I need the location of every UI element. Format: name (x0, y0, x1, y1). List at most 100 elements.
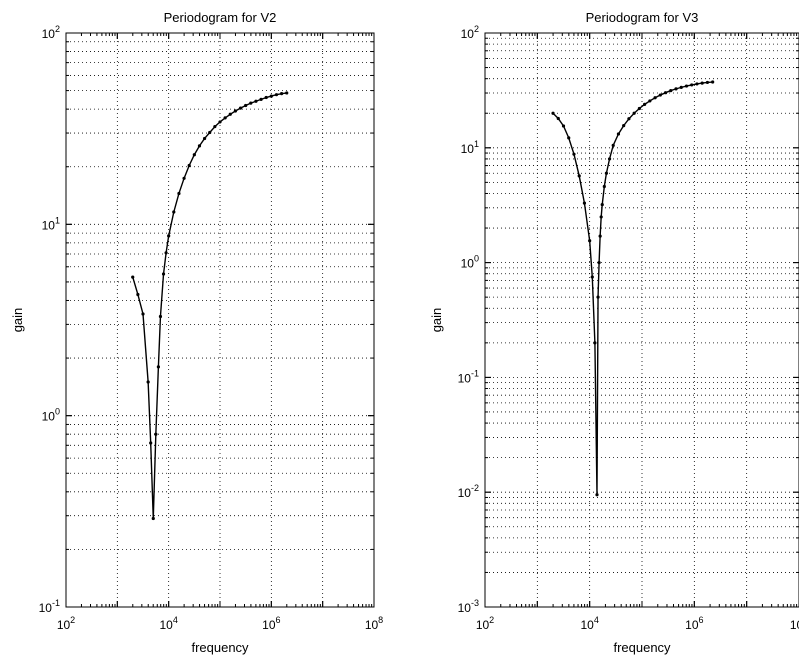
y-tick-label-exp: 0 (474, 254, 479, 264)
data-point (167, 234, 171, 238)
data-point (187, 163, 191, 168)
data-series (551, 80, 715, 497)
x-tick-label-base: 10 (580, 618, 594, 632)
y-tick-label-base: 10 (42, 218, 56, 232)
data-point (551, 111, 555, 115)
data-point (223, 116, 227, 120)
series-line (552, 81, 713, 495)
data-point (146, 380, 150, 384)
data-point (141, 312, 145, 316)
y-tick-label: 100 (42, 407, 60, 424)
x-tick-label-base: 10 (476, 618, 490, 632)
x-tick-label-exp: 2 (70, 615, 75, 625)
x-tick-label-base: 10 (159, 618, 173, 632)
data-point (627, 117, 631, 121)
data-point (269, 94, 273, 98)
x-tick-label: 106 (262, 615, 280, 632)
data-point (690, 83, 694, 87)
data-point (577, 174, 581, 178)
y-tick-label: 102 (461, 24, 479, 41)
data-point (182, 176, 186, 180)
x-tick-label: 104 (159, 615, 177, 632)
chart-title: Periodogram for V2 (164, 10, 277, 25)
data-point (136, 292, 140, 297)
data-point (249, 101, 253, 105)
data-point (151, 516, 155, 521)
y-tick-label-exp: -1 (52, 598, 60, 608)
data-point (595, 493, 599, 497)
tick-marks (484, 32, 799, 608)
data-point (244, 103, 248, 108)
data-point (274, 93, 279, 97)
data-point (156, 365, 161, 369)
data-point (679, 85, 683, 89)
data-point (684, 84, 689, 88)
data-point (632, 111, 636, 115)
data-point (192, 153, 196, 157)
data-point (616, 132, 621, 136)
data-point (711, 80, 715, 84)
y-axis-label: gain (10, 308, 25, 333)
y-tick-label-exp: -3 (471, 598, 479, 608)
x-tick-label-base: 10 (790, 618, 799, 632)
y-tick-label-base: 10 (458, 371, 472, 385)
data-point (604, 171, 609, 175)
x-tick-label: 108 (365, 615, 383, 632)
data-point (228, 112, 232, 116)
data-point (213, 125, 217, 129)
x-tick-label-exp: 6 (276, 615, 281, 625)
y-tick-label: 10-3 (458, 598, 479, 615)
x-axis-label: frequency (613, 640, 671, 655)
data-point (259, 97, 263, 101)
x-tick-label: 104 (580, 615, 598, 632)
data-point (154, 432, 158, 436)
y-tick-label: 102 (42, 24, 60, 41)
data-series (131, 91, 289, 521)
y-tick-label: 101 (461, 139, 479, 156)
y-tick-label: 10-1 (458, 368, 479, 385)
y-tick-label-exp: 2 (474, 24, 479, 34)
y-tick-label-base: 10 (461, 27, 475, 41)
data-point (218, 120, 222, 124)
x-tick-label-base: 10 (685, 618, 699, 632)
data-point (695, 82, 699, 86)
data-point (197, 144, 202, 148)
data-point (663, 91, 668, 95)
x-tick-label: 108 (790, 615, 799, 632)
x-axis-label: frequency (191, 640, 249, 655)
x-tick-label-exp: 6 (699, 615, 704, 625)
y-tick-label-base: 10 (461, 142, 475, 156)
data-point (238, 106, 243, 110)
data-point (254, 99, 258, 103)
y-tick-label-base: 10 (39, 601, 53, 615)
data-point (161, 272, 166, 276)
data-point (602, 184, 606, 189)
grid (66, 33, 374, 607)
data-point (131, 275, 135, 279)
y-tick-label: 100 (461, 254, 479, 271)
y-tick-label-base: 10 (461, 257, 475, 271)
data-point (280, 92, 284, 96)
data-point (597, 261, 601, 265)
data-point (172, 210, 176, 214)
data-point (653, 96, 657, 100)
data-point (611, 143, 615, 147)
x-tick-label: 102 (476, 615, 494, 632)
tick-marks (65, 32, 375, 608)
x-tick-label: 106 (685, 615, 703, 632)
chart-title: Periodogram for V3 (586, 10, 699, 25)
data-point (582, 201, 587, 205)
data-point (705, 80, 710, 85)
plot-frame (65, 32, 375, 608)
data-point (596, 295, 600, 299)
y-tick-label-exp: -1 (471, 368, 479, 378)
y-tick-label: 101 (42, 215, 60, 232)
y-tick-label-base: 10 (458, 601, 472, 615)
data-point (203, 136, 207, 141)
data-point (233, 109, 237, 113)
chart-panel-v2: Periodogram for V2 frequency gain 10-110… (10, 10, 383, 655)
data-point (700, 81, 704, 85)
y-tick-label-exp: 0 (55, 407, 60, 417)
y-axis-label: gain (429, 308, 444, 333)
